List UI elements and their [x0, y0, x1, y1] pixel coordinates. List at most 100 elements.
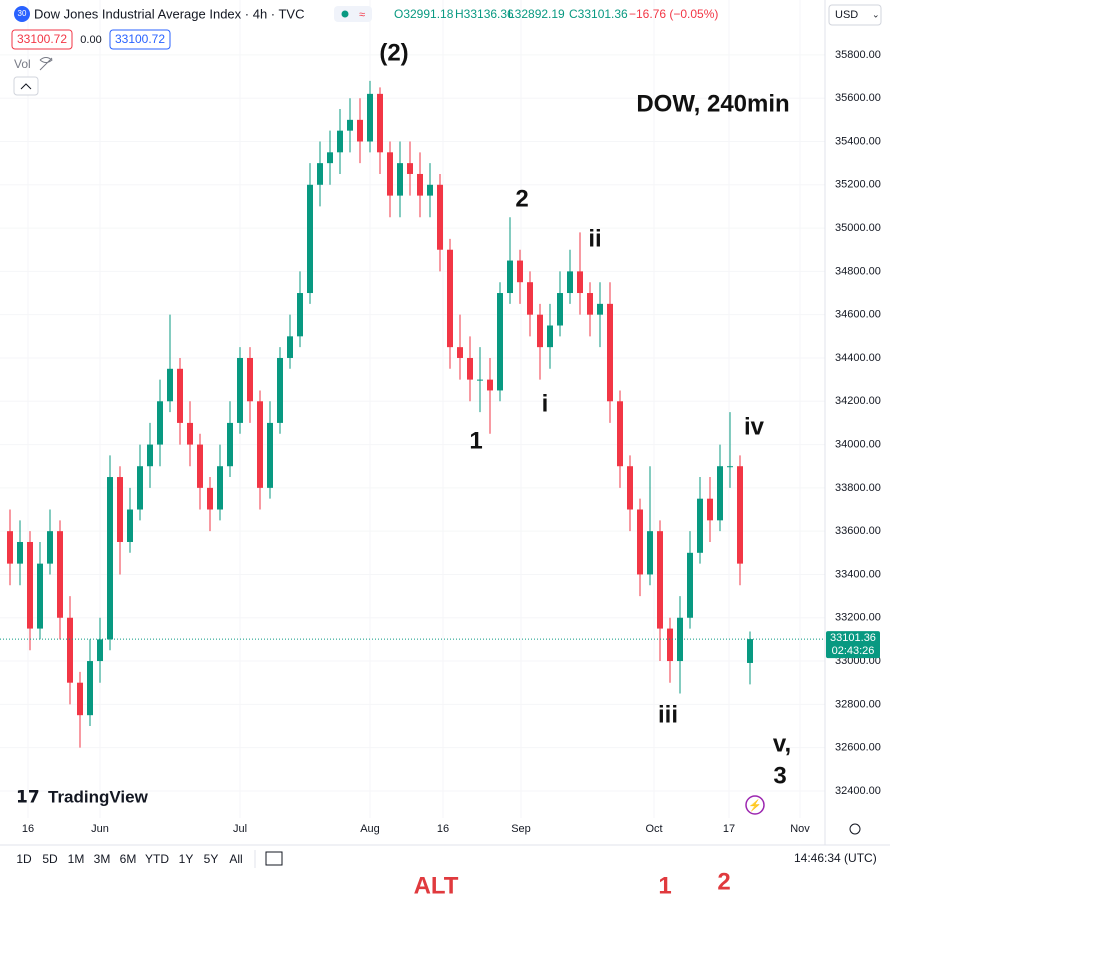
- candle-body: [187, 422, 193, 445]
- candle-body: [227, 422, 233, 467]
- wave-label: 1: [469, 427, 482, 454]
- candle-body: [597, 303, 603, 315]
- candle-body: [127, 509, 133, 542]
- x-tick-label: Nov: [790, 823, 810, 835]
- y-tick-label: 32600.00: [835, 742, 881, 754]
- range-button[interactable]: All: [229, 852, 242, 866]
- candle-body: [657, 531, 663, 629]
- candle-body: [7, 531, 13, 564]
- candle-body: [667, 628, 673, 662]
- candle-body: [177, 368, 183, 423]
- currency-label: USD: [835, 9, 858, 21]
- candle-body: [707, 498, 713, 521]
- candle-body: [487, 379, 493, 391]
- alert-bolt: ⚡: [748, 799, 762, 812]
- alt-wave-label: 1: [658, 872, 671, 899]
- range-button[interactable]: 1D: [16, 852, 32, 866]
- y-tick-label: 34600.00: [835, 309, 881, 321]
- axis-labels: 32400.0032600.0032800.0033000.0033200.00…: [22, 49, 881, 835]
- currency-select[interactable]: [828, 4, 882, 26]
- candle-body: [477, 379, 483, 381]
- candle-body: [37, 563, 43, 629]
- range-button[interactable]: 5Y: [204, 852, 219, 866]
- wave-label: iv: [744, 413, 765, 440]
- ohlc-high: H33136.36: [455, 7, 514, 21]
- chart-note: DOW, 240min: [636, 90, 789, 117]
- candle-body: [167, 368, 173, 402]
- x-tick-label: Jun: [91, 823, 109, 835]
- candle-body: [387, 152, 393, 196]
- y-tick-label: 34800.00: [835, 265, 881, 277]
- candle-body: [447, 249, 453, 348]
- wave-label: (2): [379, 39, 408, 66]
- ohlc-change: −16.76 (−0.05%): [629, 7, 718, 21]
- candle-body: [47, 531, 53, 564]
- candle-body: [67, 617, 73, 683]
- hide-icon[interactable]: [39, 57, 53, 71]
- sell-price: 33100.72: [17, 32, 67, 46]
- spread: 0.00: [80, 34, 101, 46]
- x-tick-label: Aug: [360, 823, 380, 835]
- candle-body: [717, 466, 723, 521]
- volume-label: Vol: [14, 57, 31, 71]
- symbol-title: Dow Jones Industrial Average Index · 4h …: [34, 6, 305, 21]
- clock: 14:46:34 (UTC): [794, 851, 877, 865]
- ohlc-low: L32892.19: [508, 7, 565, 21]
- ohlc-open: O32991.18: [394, 7, 454, 21]
- alt-wave-label: 2: [717, 868, 730, 895]
- candle-body: [157, 401, 163, 445]
- range-button[interactable]: 1Y: [179, 852, 194, 866]
- candle-body: [207, 487, 213, 510]
- candle-body: [467, 357, 473, 380]
- x-tick-label: Oct: [645, 823, 662, 835]
- ohlc-close: C33101.36: [569, 7, 628, 21]
- date-range-icon[interactable]: [265, 851, 283, 866]
- candle-body: [537, 314, 543, 348]
- candle-body: [647, 531, 653, 575]
- candle-body: [327, 152, 333, 164]
- alert-icon[interactable]: [745, 795, 765, 815]
- candle-body: [437, 184, 443, 250]
- candle-body: [497, 293, 503, 391]
- collapse-button[interactable]: [13, 76, 39, 96]
- candle-body: [747, 639, 753, 663]
- range-button[interactable]: YTD: [145, 852, 169, 866]
- settings-icon[interactable]: [849, 823, 861, 835]
- wave-label: iii: [658, 701, 678, 728]
- candle-body: [617, 401, 623, 467]
- sell-box[interactable]: [11, 29, 73, 50]
- candle-body: [567, 271, 573, 294]
- candle-body: [297, 293, 303, 337]
- y-tick-label: 35600.00: [835, 92, 881, 104]
- brand-logo: 𝟭𝟳: [16, 787, 40, 806]
- buy-box[interactable]: [109, 29, 171, 50]
- last-price-tag: [826, 631, 880, 659]
- wave-label: 2: [515, 185, 528, 212]
- range-button[interactable]: 6M: [120, 852, 137, 866]
- candle-body: [527, 282, 533, 315]
- y-tick-label: 35000.00: [835, 222, 881, 234]
- candle-body: [107, 477, 113, 640]
- candle-body: [547, 325, 553, 348]
- y-tick-label: 33800.00: [835, 482, 881, 494]
- x-tick-label: 16: [437, 823, 449, 835]
- wave-label: i: [542, 390, 549, 417]
- candle-body: [407, 163, 413, 174]
- candle-body: [367, 93, 373, 142]
- y-tick-label: 33600.00: [835, 525, 881, 537]
- candle-body: [57, 531, 63, 618]
- countdown: 02:43:26: [832, 645, 875, 657]
- range-button[interactable]: 3M: [94, 852, 111, 866]
- y-tick-label: 33400.00: [835, 568, 881, 580]
- range-button[interactable]: 1M: [68, 852, 85, 866]
- chart-frame: [0, 0, 890, 872]
- candle-body: [267, 422, 273, 488]
- candle-body: [727, 466, 733, 468]
- buy-price: 33100.72: [115, 32, 165, 46]
- y-tick-label: 34000.00: [835, 438, 881, 450]
- range-button[interactable]: 5D: [42, 852, 58, 866]
- candle-body: [607, 303, 613, 402]
- candle-body: [237, 357, 243, 423]
